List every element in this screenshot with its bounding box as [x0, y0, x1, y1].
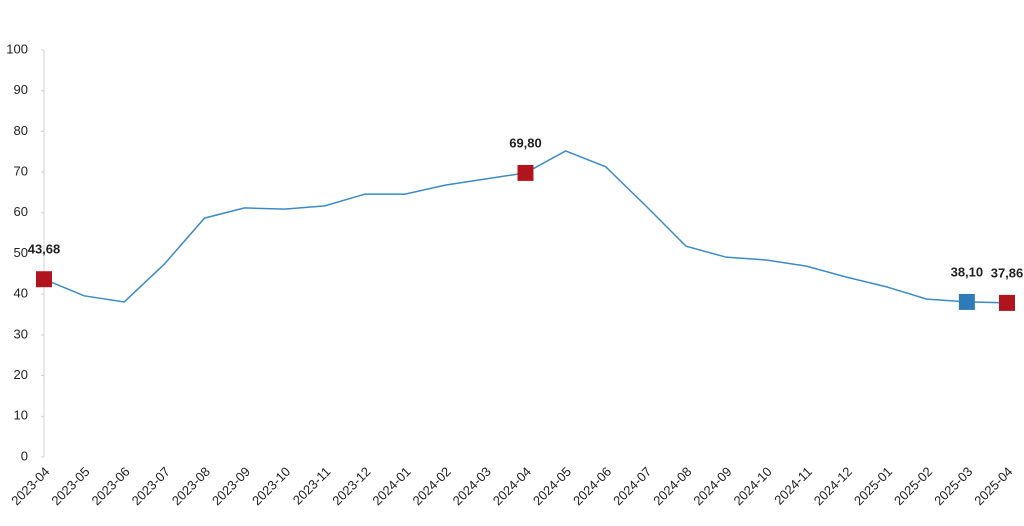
value-label: 69,80 — [509, 135, 542, 150]
x-tick-label: 2024-09 — [690, 464, 734, 508]
x-tick-label: 2024-02 — [409, 464, 453, 508]
marker — [958, 293, 975, 310]
x-tick-label: 2024-01 — [369, 464, 413, 508]
x-tick-label: 2025-03 — [931, 464, 975, 508]
y-tick-label: 50 — [14, 245, 28, 260]
y-tick-label: 40 — [14, 286, 28, 301]
marker — [36, 271, 52, 288]
x-tick-label: 2025-01 — [851, 464, 895, 508]
y-tick-label: 20 — [14, 367, 28, 382]
x-tick-label: 2024-08 — [650, 464, 694, 508]
x-tick-label: 2024-11 — [771, 464, 815, 508]
value-label: 37,86 — [991, 265, 1024, 280]
y-tick-label: 90 — [14, 82, 28, 97]
y-tick-label: 10 — [14, 408, 28, 423]
y-tick-label: 30 — [14, 326, 28, 341]
x-tick-label: 2024-04 — [490, 464, 534, 508]
x-tick-label: 2024-12 — [811, 464, 855, 508]
y-tick-label: 60 — [14, 204, 28, 219]
x-tick-label: 2025-04 — [971, 464, 1015, 508]
x-tick-label: 2024-06 — [570, 464, 614, 508]
x-tick-label: 2025-02 — [891, 464, 935, 508]
x-tick-label: 2023-05 — [48, 464, 92, 508]
y-tick-label: 70 — [14, 164, 28, 179]
y-tick-label: 0 — [21, 448, 28, 463]
x-tick-label: 2024-05 — [530, 464, 574, 508]
x-tick-label: 2023-12 — [329, 464, 373, 508]
x-tick-label: 2023-09 — [209, 464, 253, 508]
marker — [999, 294, 1015, 311]
x-tick-label: 2023-08 — [169, 464, 213, 508]
y-tick-label: 100 — [6, 41, 28, 56]
x-tick-label: 2023-07 — [129, 464, 173, 508]
value-label: 43,68 — [28, 242, 61, 257]
x-tick-label: 2023-04 — [8, 464, 52, 508]
marker — [517, 164, 534, 181]
x-tick-label: 2023-11 — [290, 464, 334, 508]
x-tick-label: 2024-07 — [610, 464, 654, 508]
x-tick-label: 2024-03 — [450, 464, 494, 508]
x-tick-label: 2023-06 — [88, 464, 132, 508]
x-tick-label: 2024-10 — [730, 464, 774, 508]
y-tick-label: 80 — [14, 123, 28, 138]
x-tick-label: 2023-10 — [249, 464, 293, 508]
value-label: 38,10 — [951, 264, 984, 279]
